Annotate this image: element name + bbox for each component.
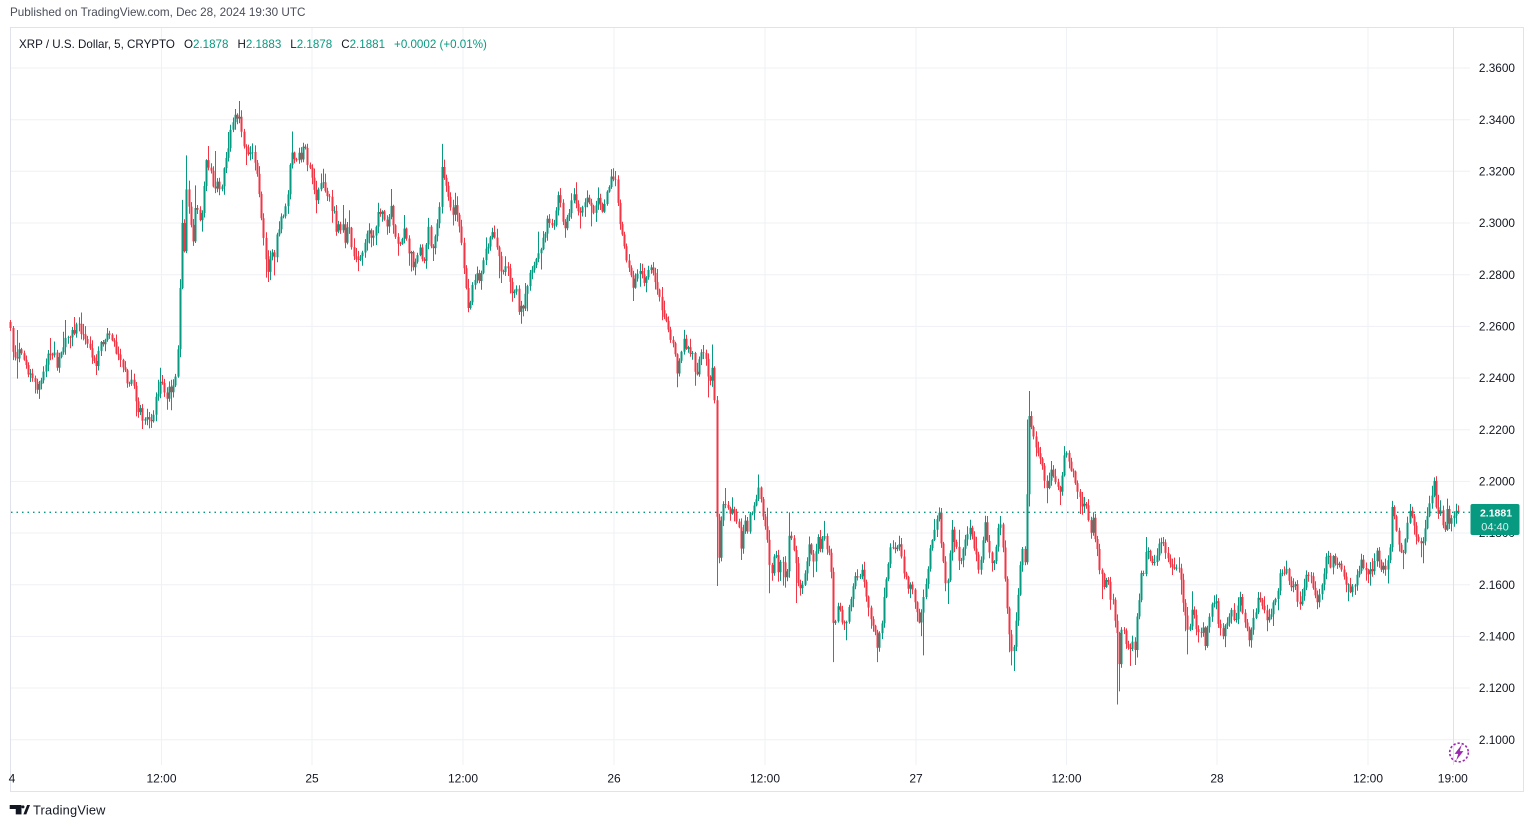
svg-text:2.1000: 2.1000 [1479, 733, 1516, 747]
svg-text:2.3200: 2.3200 [1479, 165, 1516, 179]
svg-text:2.1881: 2.1881 [1480, 508, 1512, 520]
svg-text:2.1600: 2.1600 [1479, 578, 1516, 592]
svg-text:26: 26 [607, 772, 621, 786]
svg-text:TradingView: TradingView [33, 803, 106, 818]
svg-text:2.2400: 2.2400 [1479, 371, 1516, 385]
svg-text:2.2800: 2.2800 [1479, 268, 1516, 282]
svg-text:2.3600: 2.3600 [1479, 61, 1516, 75]
svg-text:4: 4 [9, 772, 16, 786]
svg-text:2.1400: 2.1400 [1479, 630, 1516, 644]
svg-text:2.3000: 2.3000 [1479, 216, 1516, 230]
svg-text:2.2200: 2.2200 [1479, 423, 1516, 437]
svg-text:2.1200: 2.1200 [1479, 681, 1516, 695]
svg-text:25: 25 [305, 772, 319, 786]
svg-text:12:00: 12:00 [146, 772, 176, 786]
svg-text:27: 27 [909, 772, 923, 786]
svg-text:12:00: 12:00 [1051, 772, 1081, 786]
svg-text:12:00: 12:00 [750, 772, 780, 786]
svg-text:12:00: 12:00 [1353, 772, 1383, 786]
svg-text:2.2000: 2.2000 [1479, 475, 1516, 489]
svg-text:28: 28 [1210, 772, 1224, 786]
svg-text:12:00: 12:00 [448, 772, 478, 786]
svg-text:04:40: 04:40 [1481, 522, 1509, 534]
svg-text:2.3400: 2.3400 [1479, 113, 1516, 127]
svg-text:19:00: 19:00 [1438, 772, 1468, 786]
svg-text:2.2600: 2.2600 [1479, 320, 1516, 334]
